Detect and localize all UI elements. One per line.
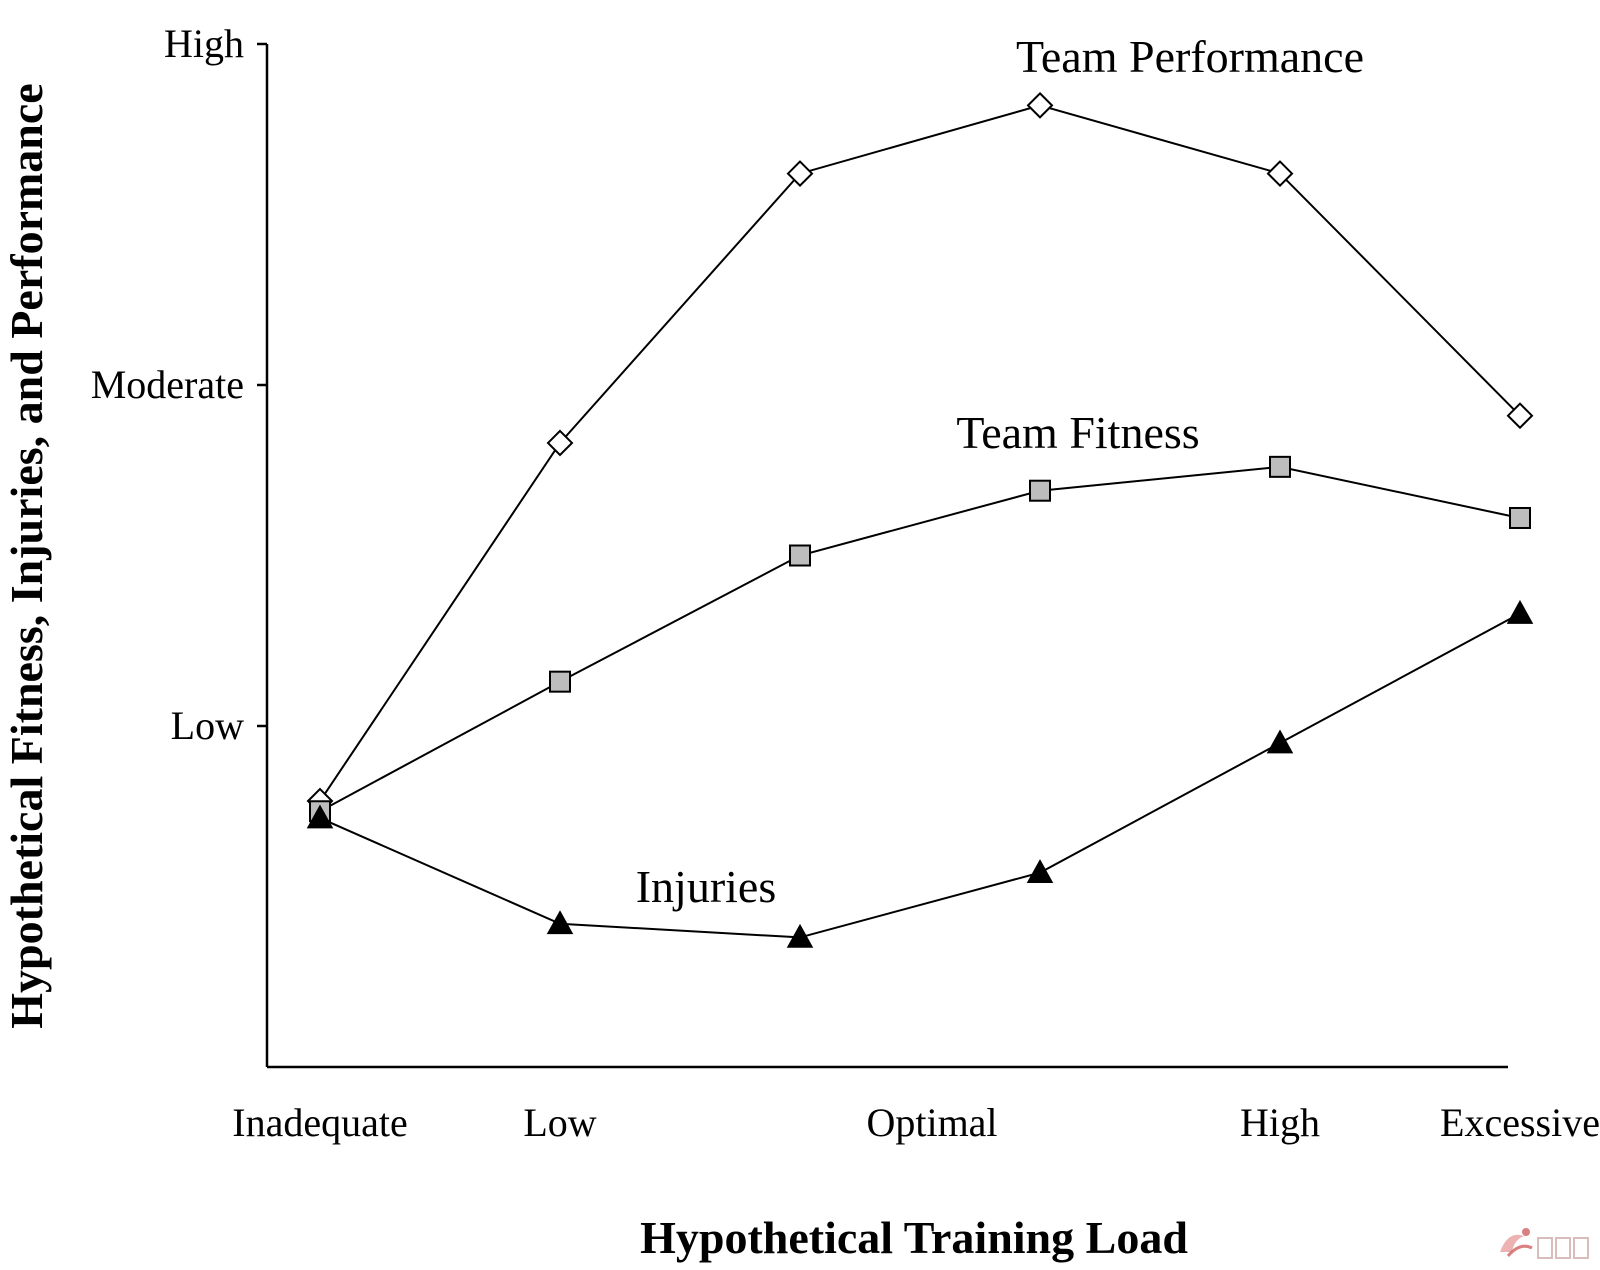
injuries-point-5 <box>1506 599 1534 624</box>
x-ticks: Inadequate Low Optimal High Excessive <box>232 1100 1600 1145</box>
team-fitness-point-5 <box>1509 506 1531 529</box>
team-fitness-point-1 <box>549 670 571 693</box>
team-fitness-point-3 <box>1029 479 1051 502</box>
team-performance-point-5 <box>1506 402 1534 430</box>
x-axis-title: Hypothetical Training Load <box>640 1212 1188 1263</box>
series-line-team-fitness <box>319 465 1521 813</box>
y-tick-label-1: Moderate <box>91 362 244 407</box>
team-performance-point-3 <box>1026 91 1054 119</box>
series-team-performance <box>306 91 1534 815</box>
series-line-injuries <box>319 612 1521 939</box>
injuries-point-1 <box>546 910 574 935</box>
injuries-point-0 <box>306 804 334 829</box>
watermark-logo-icon <box>1500 1228 1589 1259</box>
team-fitness-point-2 <box>789 544 811 567</box>
series-label-injuries: Injuries <box>636 861 777 912</box>
y-tick-label-0: Low <box>171 703 244 748</box>
team-fitness-point-4 <box>1269 455 1291 478</box>
injuries-point-3 <box>1026 859 1054 883</box>
y-axis-title: Hypothetical Fitness, Injuries, and Perf… <box>1 83 52 1028</box>
series-layer <box>306 91 1534 948</box>
x-tick-label-1: Low <box>523 1100 596 1145</box>
y-ticks: Low Moderate High <box>91 21 267 748</box>
y-tick-label-2: High <box>164 21 244 66</box>
series-injuries <box>306 599 1534 948</box>
series-labels: Team Performance Team Fitness Injuries <box>636 31 1364 912</box>
team-performance-point-4 <box>1266 160 1294 187</box>
series-team-fitness <box>309 455 1531 823</box>
x-tick-label-2: Optimal <box>866 1100 997 1145</box>
x-tick-label-4: Excessive <box>1440 1100 1600 1145</box>
axes <box>265 44 1508 1069</box>
team-performance-point-2 <box>786 160 814 187</box>
series-label-team-performance: Team Performance <box>1016 31 1364 82</box>
team-performance-point-1 <box>546 429 574 457</box>
series-label-team-fitness: Team Fitness <box>956 407 1199 458</box>
series-line-team-performance <box>319 104 1521 802</box>
x-tick-label-0: Inadequate <box>232 1100 407 1145</box>
injuries-point-4 <box>1266 729 1294 754</box>
injuries-point-2 <box>786 923 814 948</box>
x-tick-label-3: High <box>1240 1100 1320 1145</box>
